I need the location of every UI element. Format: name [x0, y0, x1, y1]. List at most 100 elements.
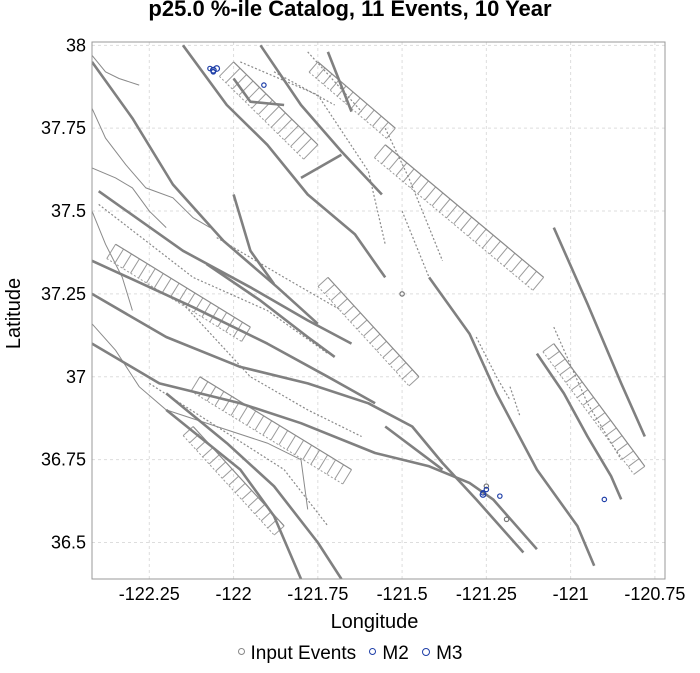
fault-map-layer — [92, 44, 646, 579]
fault-hatch-tick — [270, 112, 286, 128]
fault-hatch-tick — [315, 67, 326, 79]
legend-item-input-events: Input Events — [237, 643, 356, 665]
chart-plot: -122.25 -122 -121.75 -121.5 -121.25 -121 -120.… — [3, 35, 685, 633]
fault-hatch-tick — [489, 240, 501, 255]
fault-hatch-edge — [327, 276, 420, 378]
legend-item-m3: M3 — [422, 643, 463, 665]
fault-hatch-edge — [317, 286, 410, 387]
coastline — [92, 167, 167, 228]
fault-hatch-tick — [571, 381, 583, 391]
legend-marker-icon — [422, 647, 431, 656]
fault-trace-dotted — [240, 61, 386, 245]
fault-trace — [300, 153, 343, 180]
fault-trace — [165, 408, 303, 579]
fault-trace-dotted — [98, 203, 329, 355]
fault-hatch-tick — [417, 180, 429, 195]
fault-hatch-tick — [290, 131, 306, 147]
fault-hatch-tick — [310, 449, 321, 465]
fault-hatch-tick — [277, 118, 293, 135]
fault-hatch-tick — [238, 80, 254, 96]
fault-hatch-edge — [542, 351, 635, 475]
fault-hatch-tick — [206, 386, 217, 402]
fault-hatch-tick — [576, 389, 589, 399]
fault-trace — [326, 51, 353, 113]
fault-hatch-tick — [365, 109, 375, 121]
fault-hatch-tick — [208, 454, 220, 465]
fault-hatch-tick — [209, 307, 220, 323]
fault-trace — [384, 425, 444, 471]
fault-hatch-tick — [219, 61, 234, 77]
fault-trace — [181, 44, 387, 279]
fault-trace-dotted — [307, 51, 363, 113]
y-tick-label: 38 — [66, 35, 86, 55]
fault-hatch-tick — [605, 427, 617, 437]
fault-hatch-tick — [130, 258, 140, 274]
fault-hatch-tick — [228, 475, 239, 486]
fault-hatch-tick — [225, 67, 241, 84]
fault-hatch-tick — [260, 511, 272, 522]
fault-hatch-tick — [241, 490, 252, 500]
fault-hatch-tick — [382, 348, 394, 358]
fault-hatch-tick — [217, 312, 228, 328]
x-tick-label: -121 — [553, 584, 589, 604]
fault-hatch-tick — [222, 396, 233, 411]
fault-hatch-tick — [334, 464, 344, 480]
fault-hatch-edge — [317, 61, 396, 129]
fault-hatch-tick — [190, 376, 201, 392]
fault-hatch-tick — [446, 204, 458, 219]
fault-trace-dotted — [509, 386, 521, 417]
fault-hatch-tick — [381, 150, 393, 165]
fault-hatch-tick — [410, 174, 422, 189]
coastline — [92, 108, 211, 229]
fault-hatch-tick — [408, 376, 420, 387]
fault-hatch-tick — [610, 435, 623, 445]
fault-trace — [92, 292, 525, 554]
fault-hatch-tick — [303, 144, 319, 160]
fault-hatch-tick — [518, 264, 530, 279]
fault-trace — [259, 44, 383, 196]
fault-hatch-tick — [532, 277, 545, 291]
fault-hatch-tick — [262, 420, 273, 436]
fault-hatch-tick — [627, 458, 640, 468]
fault-hatch-tick — [215, 461, 226, 472]
fault-hatch-edge — [308, 71, 387, 139]
fault-hatch-tick — [329, 79, 340, 91]
y-tick-label: 37.75 — [41, 118, 86, 138]
fault-hatch-tick — [358, 103, 368, 115]
fault-trace — [232, 194, 276, 285]
fault-hatch-edge — [190, 390, 343, 485]
fault-hatch-tick — [559, 366, 572, 376]
fault-hatch-tick — [264, 106, 280, 122]
fault-hatch-tick — [395, 362, 407, 373]
fault-hatch-tick — [554, 358, 566, 368]
fault-trace-dotted — [401, 210, 454, 311]
fault-hatch-tick — [453, 210, 465, 225]
fault-trace-dotted — [384, 127, 444, 262]
fault-hatch-tick — [294, 440, 305, 455]
chart-legend: Input Events M2 M3 — [0, 643, 700, 665]
fault-hatch-tick — [202, 447, 213, 458]
fault-hatch-tick — [114, 248, 124, 264]
fault-hatch-tick — [616, 442, 629, 452]
fault-hatch-edge — [374, 157, 534, 291]
fault-hatch-edge — [182, 435, 275, 536]
event-point-input-events — [483, 483, 490, 489]
fault-hatch-tick — [337, 298, 348, 309]
fault-hatch-tick — [251, 93, 267, 109]
event-point-m2 — [483, 486, 490, 493]
y-tick-label: 37 — [66, 367, 86, 387]
legend-label: M2 — [382, 643, 409, 664]
fault-hatch-tick — [231, 74, 247, 90]
fault-hatch-tick — [283, 125, 299, 141]
fault-hatch-tick — [254, 504, 265, 515]
fault-hatch-tick — [182, 426, 194, 436]
fault-hatch-tick — [542, 343, 555, 353]
fault-hatch-tick — [201, 302, 212, 318]
fault-hatch-tick — [395, 162, 408, 177]
fault-trace — [165, 392, 343, 579]
fault-hatch-tick — [402, 369, 413, 380]
fault-hatch-tick — [593, 412, 606, 422]
fault-hatch-tick — [599, 419, 611, 429]
fault-hatch-tick — [106, 243, 117, 259]
fault-hatch-tick — [460, 216, 473, 231]
